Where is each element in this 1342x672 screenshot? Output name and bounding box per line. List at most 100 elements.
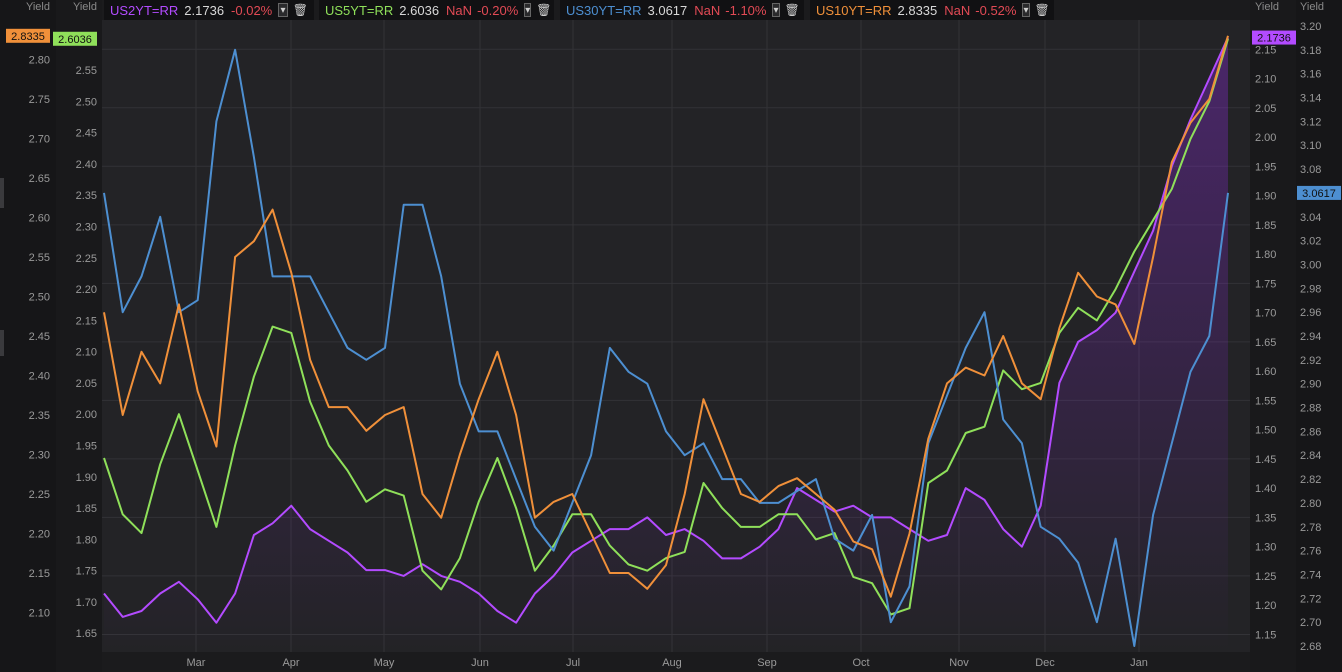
- axis3-tick-label: 1.80: [1255, 249, 1276, 261]
- axis3-tick-label: 1.55: [1255, 395, 1276, 407]
- axis3-value-badge: [1252, 30, 1296, 45]
- x-tick-label: Jan: [1130, 657, 1148, 669]
- legend-item-us2y[interactable]: US2YT=RR 2.1736 -0.02% ▾ 🗑: [104, 0, 314, 20]
- x-tick-label: Sep: [757, 657, 777, 669]
- axis2-tick-label: 1.80: [76, 534, 97, 546]
- axis4-tick-label: 3.00: [1300, 259, 1321, 271]
- axis3-tick-label: 1.50: [1255, 425, 1276, 437]
- axis2-tick-label: 2.50: [76, 96, 97, 108]
- chevron-down-icon[interactable]: ▾: [772, 3, 780, 17]
- axis4-value-badge: [1297, 185, 1341, 200]
- chevron-down-icon[interactable]: ▾: [524, 3, 532, 17]
- scroll-handle[interactable]: [0, 330, 4, 356]
- axis4-tick-label: 2.86: [1300, 426, 1321, 438]
- x-tick-label: Mar: [187, 657, 206, 669]
- axis4-tick-label: 2.88: [1300, 403, 1321, 415]
- axis3-tick-label: 1.45: [1255, 454, 1276, 466]
- axis2-bg: [56, 0, 102, 672]
- axis4-tick-label: 3.02: [1300, 236, 1321, 248]
- axis2-tick-label: 2.25: [76, 253, 97, 265]
- axis3-tick-label: 1.60: [1255, 366, 1276, 378]
- trash-icon[interactable]: 🗑: [292, 3, 308, 17]
- scroll-handle[interactable]: [0, 178, 4, 208]
- axis1-tick-label: 2.45: [29, 331, 50, 343]
- series-change: -0.20%: [477, 2, 519, 18]
- series-nan: NaN: [446, 2, 473, 18]
- legend-item-us10y[interactable]: US10YT=RR 2.8335 NaN -0.52% ▾ 🗑: [810, 0, 1054, 20]
- legend-item-us5y[interactable]: US5YT=RR 2.6036 NaN -0.20% ▾ 🗑: [319, 0, 554, 20]
- axis1-tick-label: 2.10: [29, 608, 50, 620]
- axis4-tick-label: 2.72: [1300, 593, 1321, 605]
- series-line[interactable]: [103, 38, 1229, 616]
- axis3-tick-label: 1.65: [1255, 337, 1276, 349]
- axis4-label: Yield: [1300, 1, 1324, 13]
- axis2-tick-label: 2.40: [76, 159, 97, 171]
- axis3-tick-label: 2.00: [1255, 132, 1276, 144]
- axis1-bg: [0, 0, 56, 672]
- series-area-fill: [104, 37, 1228, 653]
- series-value: 3.0617: [647, 2, 688, 18]
- axis1-tick-label: 2.65: [29, 173, 50, 185]
- axis1-tick-label: 2.15: [29, 568, 50, 580]
- axis4-tick-label: 2.98: [1300, 283, 1321, 295]
- axis3-tick-label: 1.40: [1255, 483, 1276, 495]
- axis3-tick-label: 2.10: [1255, 74, 1276, 86]
- axis1-tick-label: 2.35: [29, 410, 50, 422]
- trash-icon[interactable]: 🗑: [536, 3, 552, 17]
- axis1-tick-label: 2.75: [29, 94, 50, 106]
- axis1-tick-label: 2.80: [29, 55, 50, 67]
- axis4-tick-label: 2.74: [1300, 569, 1321, 581]
- axis4-tick-label: 2.94: [1300, 331, 1321, 343]
- series-name: US5YT=RR: [325, 2, 394, 18]
- axis2-tick-label: 2.10: [76, 347, 97, 359]
- x-tick-label: Oct: [852, 657, 869, 669]
- series-change: -1.10%: [725, 2, 767, 18]
- axis1-value-badge: [6, 28, 50, 43]
- axis3-tick-label: 1.20: [1255, 600, 1276, 612]
- axis3-tick-label: 1.85: [1255, 220, 1276, 232]
- axis1-tick-label: 2.70: [29, 134, 50, 146]
- axis4-bg: [1296, 0, 1342, 672]
- x-tick-label: Aug: [662, 657, 682, 669]
- axis1-tick-label: 2.20: [29, 529, 50, 541]
- axis4-tick-label: 2.90: [1300, 379, 1321, 391]
- axis4-tick-label: 3.14: [1300, 93, 1321, 105]
- series-line[interactable]: [103, 37, 1229, 624]
- axis3-tick-label: 1.70: [1255, 308, 1276, 320]
- axis2-tick-label: 2.00: [76, 409, 97, 421]
- chevron-down-icon[interactable]: ▾: [278, 3, 288, 17]
- axis3-tick-label: 1.90: [1255, 191, 1276, 203]
- chevron-down-icon[interactable]: ▾: [1022, 3, 1030, 17]
- axis3-tick-label: 1.15: [1255, 629, 1276, 641]
- axis2-tick-label: 2.05: [76, 378, 97, 390]
- axis3-label: Yield: [1255, 1, 1279, 13]
- trash-icon[interactable]: 🗑: [1034, 3, 1050, 17]
- series-line[interactable]: [103, 35, 1229, 598]
- axis3-tick-label: 1.95: [1255, 161, 1276, 173]
- legend-item-us30y[interactable]: US30YT=RR 3.0617 NaN -1.10% ▾ 🗑: [560, 0, 804, 20]
- axis4-tick-label: 2.96: [1300, 307, 1321, 319]
- axis1-label: Yield: [26, 1, 50, 13]
- axis2-tick-label: 2.55: [76, 65, 97, 77]
- axis1-value-badge-text: 2.8335: [11, 31, 45, 43]
- axis2-tick-label: 1.95: [76, 441, 97, 453]
- axis3-tick-label: 1.25: [1255, 571, 1276, 583]
- x-tick-label: Jun: [471, 657, 489, 669]
- trash-icon[interactable]: 🗑: [784, 3, 800, 17]
- axis2-tick-label: 1.75: [76, 566, 97, 578]
- series-value: 2.6036: [399, 2, 440, 18]
- axis1-tick-label: 2.60: [29, 213, 50, 225]
- axis3-tick-label: 2.15: [1255, 44, 1276, 56]
- axis2-tick-label: 1.65: [76, 628, 97, 640]
- x-tick-label: May: [374, 657, 395, 669]
- x-tick-label: Jul: [566, 657, 580, 669]
- series-nan: NaN: [694, 2, 721, 18]
- axis1-tick-label: 2.40: [29, 371, 50, 383]
- axis2-tick-label: 2.30: [76, 221, 97, 233]
- axis2-tick-label: 2.20: [76, 284, 97, 296]
- axis3-tick-label: 1.75: [1255, 278, 1276, 290]
- axis4-tick-label: 3.18: [1300, 45, 1321, 57]
- x-tick-label: Apr: [282, 657, 299, 669]
